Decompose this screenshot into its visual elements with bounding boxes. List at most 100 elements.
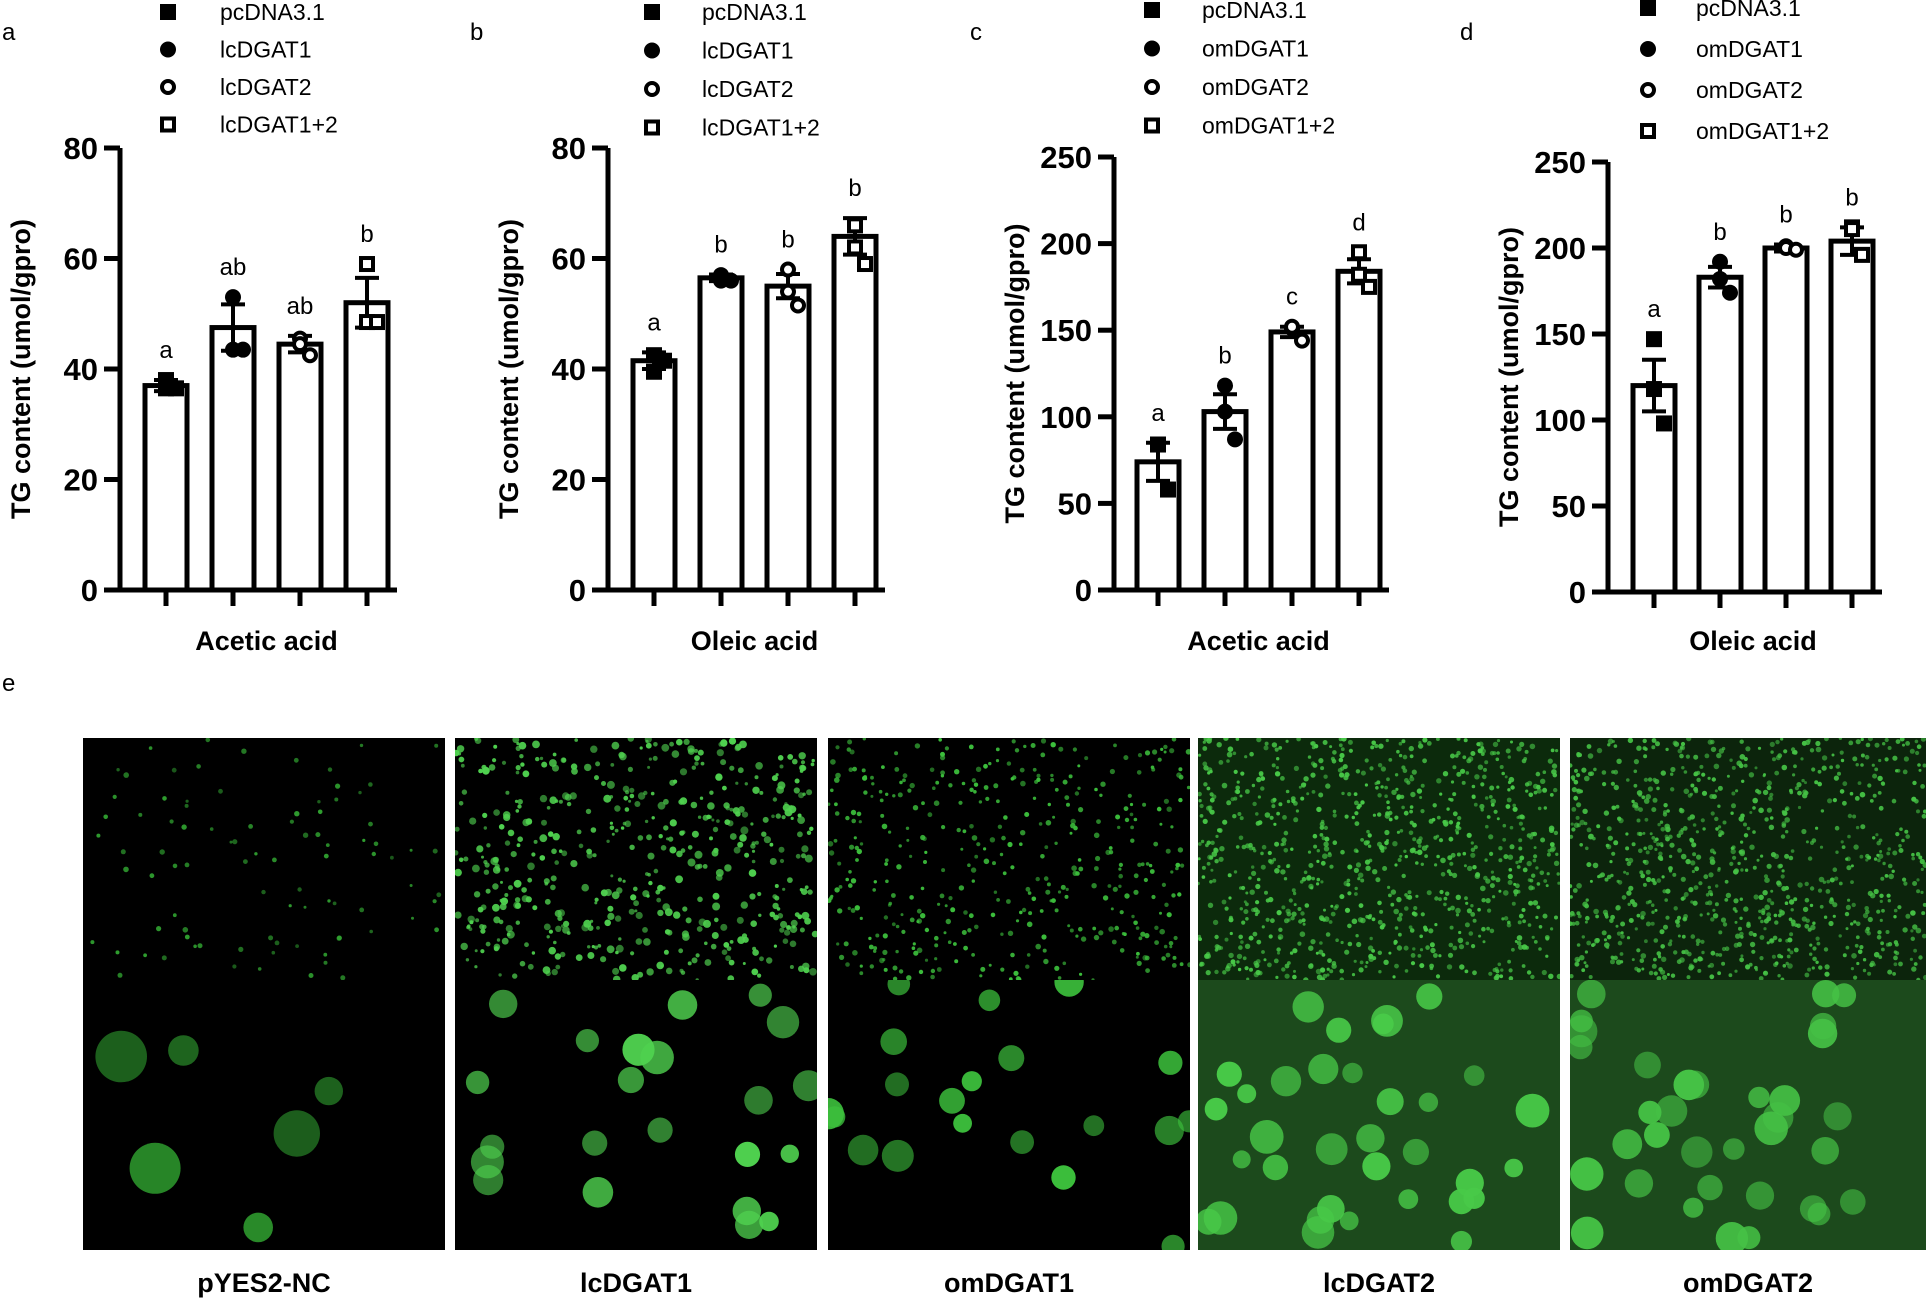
cell (912, 805, 919, 811)
cell (390, 855, 394, 860)
panel-a-y-tick-label: 20 (64, 463, 98, 498)
cell (1408, 830, 1414, 836)
cell (1543, 806, 1547, 810)
cell (1573, 795, 1579, 801)
cell (835, 772, 841, 779)
cell (737, 936, 745, 944)
cell (1244, 966, 1249, 971)
cell (960, 847, 964, 851)
cell (1357, 917, 1364, 923)
cell (845, 877, 849, 882)
cell (929, 767, 935, 773)
cell (492, 903, 500, 912)
cell (515, 770, 520, 775)
cell (184, 934, 190, 940)
cell (1478, 934, 1482, 938)
cell (1281, 837, 1287, 843)
cell (1339, 968, 1344, 974)
cell (120, 849, 126, 855)
cell (1740, 840, 1744, 844)
cell (667, 990, 698, 1020)
cell (1042, 948, 1047, 953)
panel-a-bar-3 (276, 341, 324, 593)
cell (1452, 811, 1458, 817)
panel-b-y-tick-label: 0 (569, 573, 586, 608)
cell (920, 834, 926, 841)
cell (1739, 754, 1746, 760)
cell (1788, 855, 1794, 861)
cell (1490, 798, 1496, 805)
cell (726, 946, 732, 951)
cell (1523, 757, 1528, 761)
cell (852, 950, 858, 956)
panel-a-data-point (292, 336, 308, 353)
cell (676, 850, 683, 858)
cell (582, 1130, 608, 1156)
cell (847, 1134, 879, 1166)
cell (297, 887, 302, 892)
cell (1228, 915, 1233, 920)
cell (1784, 817, 1790, 823)
cell (1328, 920, 1333, 924)
cell (637, 971, 644, 978)
cell (1570, 763, 1573, 768)
cell (846, 747, 851, 752)
cell (1357, 877, 1361, 881)
cell (797, 914, 803, 920)
cell (1092, 926, 1097, 931)
cell (971, 835, 978, 841)
cell (628, 908, 635, 915)
panel-d-data-point (1712, 270, 1728, 287)
cell (1296, 738, 1301, 742)
cell (1285, 908, 1291, 914)
cell (1035, 876, 1040, 882)
cell (724, 819, 731, 825)
panel-b-legend-label: lcDGAT2 (702, 76, 794, 102)
cell (334, 797, 339, 802)
cell (1465, 941, 1470, 946)
panel-b-data-point (723, 272, 739, 289)
cell (1595, 938, 1600, 943)
cell (715, 874, 723, 881)
cell (1463, 1065, 1485, 1086)
cell (1530, 974, 1535, 980)
cell (829, 896, 833, 900)
micrograph-3-top (828, 738, 1190, 980)
cell (1712, 908, 1716, 912)
cell (1300, 911, 1305, 916)
cell (771, 775, 778, 782)
cell (1278, 746, 1283, 750)
cell (1542, 913, 1548, 919)
cell (1689, 792, 1693, 796)
cell (970, 867, 977, 873)
cell (1284, 963, 1290, 969)
cell (663, 825, 669, 831)
cell (1054, 965, 1060, 971)
cell (1687, 951, 1692, 957)
cell (1378, 970, 1382, 974)
cell (1237, 812, 1242, 816)
cell (512, 738, 520, 744)
cell (1402, 768, 1408, 773)
cell (1842, 800, 1847, 806)
cell (754, 775, 759, 780)
cell (1129, 802, 1134, 807)
cell (1739, 849, 1745, 855)
cell (1519, 741, 1525, 747)
cell (775, 813, 781, 819)
cell (1880, 941, 1884, 946)
cell (1438, 838, 1444, 843)
cell (807, 889, 813, 895)
cell (906, 975, 912, 980)
cell (834, 777, 840, 783)
cell (1013, 970, 1019, 976)
cell (161, 955, 167, 961)
cell (1668, 866, 1673, 871)
cell (1463, 864, 1467, 868)
cell (988, 761, 992, 766)
cell (839, 954, 845, 960)
cell (1903, 756, 1909, 762)
cell (1847, 834, 1851, 839)
cell (1347, 864, 1353, 870)
cell (184, 803, 189, 808)
